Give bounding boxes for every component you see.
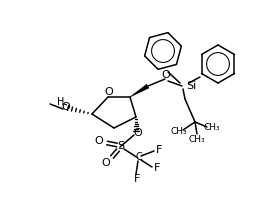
Text: F: F [154,163,160,173]
Text: H: H [57,97,65,107]
Text: F: F [134,174,140,184]
Text: Si: Si [186,81,196,91]
Text: CH₃: CH₃ [189,135,205,144]
Text: O: O [162,70,170,80]
Text: O: O [105,87,113,97]
Text: CH₃: CH₃ [171,128,187,136]
Text: O: O [62,102,70,112]
Text: F: F [156,145,162,155]
Polygon shape [130,84,149,97]
Text: O: O [134,128,142,138]
Text: O: O [95,136,103,146]
Text: C: C [136,152,142,162]
Text: CH₃: CH₃ [204,123,220,133]
Text: O: O [102,158,110,168]
Text: S: S [117,141,125,151]
